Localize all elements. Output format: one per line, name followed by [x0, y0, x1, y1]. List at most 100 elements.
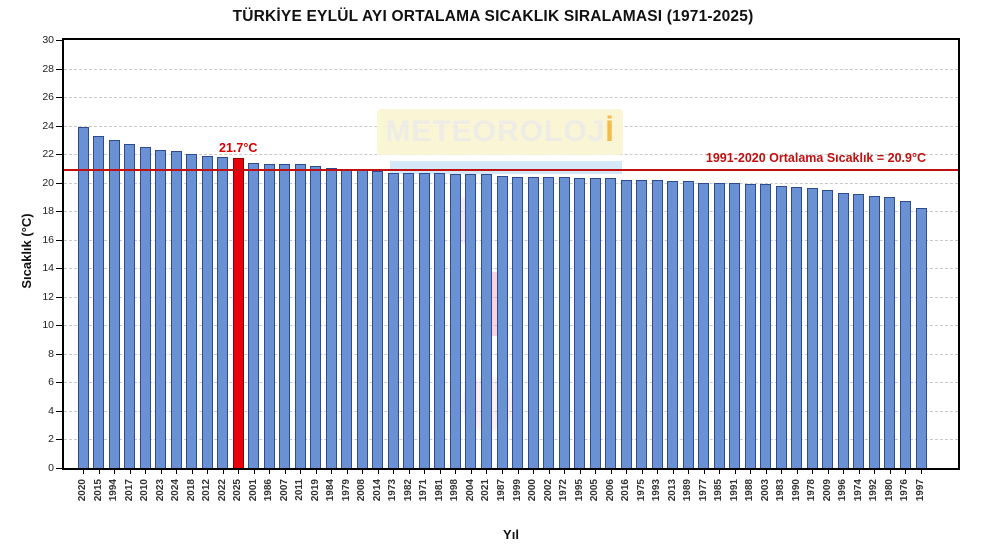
x-tick-label-2022: 2022 — [216, 479, 228, 502]
gridline — [64, 239, 958, 241]
bar-1971 — [418, 172, 430, 468]
y-tick-label: 2 — [48, 433, 54, 446]
x-tick-label-2004: 2004 — [464, 479, 476, 502]
bar-1989 — [682, 181, 694, 468]
y-tick-label: 30 — [42, 34, 54, 46]
x-tick-mark — [269, 470, 271, 474]
x-tick-mark — [610, 470, 612, 474]
bar-2003 — [760, 184, 772, 468]
bar-2007 — [279, 164, 291, 468]
x-tick-mark — [889, 470, 891, 474]
x-tick-mark — [688, 470, 690, 474]
bar-1984 — [325, 168, 337, 468]
y-tick-mark — [56, 325, 62, 327]
bar-highlight-2025 — [232, 158, 244, 468]
bar-2014 — [372, 171, 384, 468]
x-tick-label-2014: 2014 — [371, 479, 383, 502]
x-tick-label-2009: 2009 — [821, 479, 833, 502]
gridline — [64, 97, 958, 99]
x-tick-mark — [160, 470, 162, 474]
gridline — [64, 382, 958, 384]
x-tick-mark — [129, 470, 131, 474]
x-tick-label-1989: 1989 — [682, 479, 694, 502]
x-tick-mark — [812, 470, 814, 474]
y-tick-label: 10 — [42, 319, 54, 332]
x-tick-mark — [517, 470, 519, 474]
x-tick-label-1998: 1998 — [449, 479, 461, 502]
x-tick-mark — [98, 470, 100, 474]
x-tick-mark — [874, 470, 876, 474]
bar-1993 — [651, 179, 663, 468]
x-tick-label-2012: 2012 — [201, 479, 213, 502]
x-tick-mark — [719, 470, 721, 474]
x-tick-label-2020: 2020 — [77, 479, 88, 502]
x-tick-mark — [470, 470, 472, 474]
x-tick-mark — [905, 470, 907, 474]
x-tick-mark — [377, 470, 379, 474]
bar-1994 — [108, 139, 120, 468]
y-tick-mark — [56, 97, 62, 99]
watermark-accent-letter: İ — [605, 115, 615, 148]
meteoroloji-watermark: METEOROLOJ İ — [377, 109, 623, 155]
y-tick-mark — [56, 382, 62, 384]
bar-1980 — [884, 196, 896, 468]
y-tick-mark — [56, 439, 62, 441]
x-tick-label-1995: 1995 — [573, 479, 585, 502]
gridline — [64, 439, 958, 441]
x-tick-label-1975: 1975 — [635, 479, 647, 502]
bar-2017 — [124, 144, 136, 468]
bar-2021 — [480, 174, 492, 468]
x-tick-label-2015: 2015 — [92, 479, 104, 502]
x-tick-mark — [672, 470, 674, 474]
bar-2002 — [543, 176, 555, 468]
x-tick-label-2024: 2024 — [170, 479, 182, 502]
x-tick-label-2007: 2007 — [278, 479, 290, 502]
x-tick-label-1977: 1977 — [697, 479, 709, 502]
x-tick-label-1983: 1983 — [775, 479, 787, 502]
x-tick-mark — [734, 470, 736, 474]
x-tick-label-1981: 1981 — [433, 479, 445, 502]
bar-1981 — [434, 172, 446, 468]
y-tick-mark — [56, 239, 62, 241]
x-tick-mark — [703, 470, 705, 474]
bar-1985 — [713, 182, 725, 468]
bar-1975 — [636, 179, 648, 468]
x-tick-mark — [315, 470, 317, 474]
x-tick-mark — [641, 470, 643, 474]
gridline — [64, 268, 958, 270]
x-tick-mark — [222, 470, 224, 474]
bar-1978 — [806, 188, 818, 468]
x-tick-mark — [858, 470, 860, 474]
x-tick-label-2019: 2019 — [309, 479, 321, 502]
bar-1982 — [403, 172, 415, 468]
plot-area: METEOROLOJ İ 1991-2020 Ortalama Sıcaklık … — [62, 38, 960, 470]
x-tick-label-2008: 2008 — [356, 479, 368, 502]
bar-1990 — [791, 186, 803, 468]
y-tick-label: 16 — [42, 233, 54, 246]
gridline — [64, 410, 958, 412]
x-tick-label-1987: 1987 — [496, 479, 507, 502]
x-tick-label-1985: 1985 — [713, 479, 725, 502]
bar-1983 — [775, 185, 787, 468]
y-tick-mark — [56, 268, 62, 270]
bar-2010 — [139, 147, 151, 468]
y-tick-label: 4 — [48, 404, 54, 417]
x-tick-label-2000: 2000 — [527, 479, 539, 502]
x-tick-label-1986: 1986 — [263, 479, 275, 502]
y-tick-mark — [56, 182, 62, 184]
highlight-value-label: 21.7°C — [218, 141, 258, 156]
y-tick-mark — [56, 296, 62, 298]
bar-2016 — [620, 179, 632, 468]
x-tick-label-1984: 1984 — [325, 479, 337, 502]
x-tick-label-2002: 2002 — [542, 479, 554, 502]
x-tick-mark — [207, 470, 209, 474]
y-tick-label: 24 — [42, 119, 54, 132]
x-tick-label-2018: 2018 — [185, 479, 197, 502]
x-tick-label-1997: 1997 — [915, 479, 926, 502]
x-tick-label-1996: 1996 — [837, 479, 849, 502]
bar-1999 — [512, 176, 524, 468]
x-tick-label-1991: 1991 — [728, 479, 740, 502]
y-tick-mark — [56, 68, 62, 70]
gridline — [64, 353, 958, 355]
y-tick-label: 8 — [48, 347, 54, 360]
